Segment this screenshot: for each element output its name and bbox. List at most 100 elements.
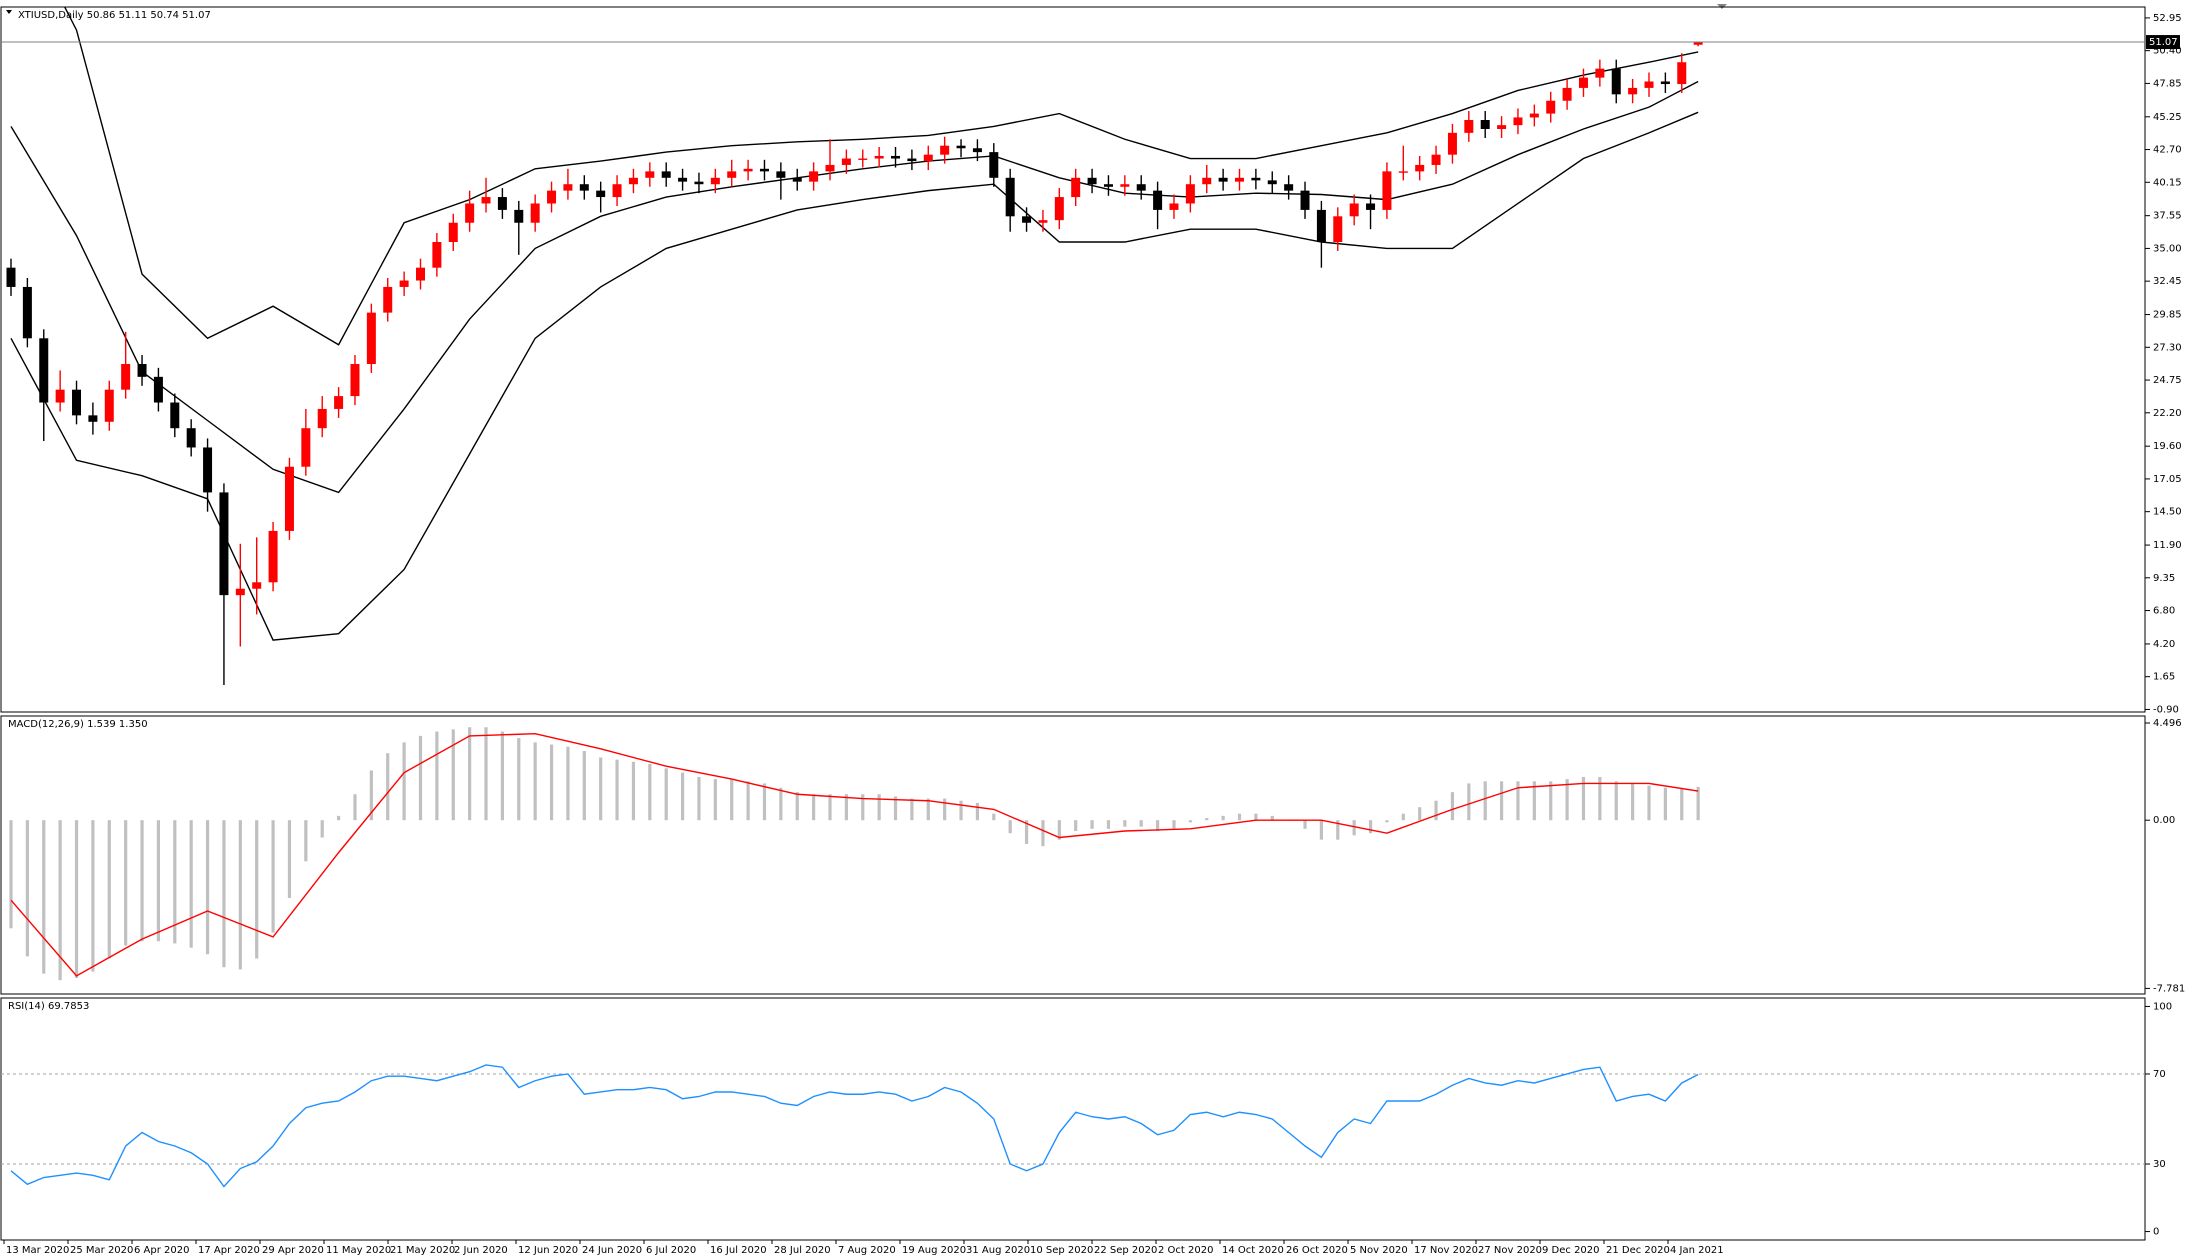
candle-body (1153, 190, 1163, 210)
x-tick-label: 17 Apr 2020 (198, 1245, 260, 1256)
macd-bar (877, 794, 881, 821)
x-tick-label: 29 Apr 2020 (262, 1245, 324, 1256)
candle-body (710, 177, 720, 185)
x-tick-label: 13 Mar 2020 (6, 1245, 69, 1256)
macd-bar (1205, 818, 1209, 821)
candle-body (1562, 87, 1572, 101)
menu-arrow[interactable] (6, 10, 12, 14)
panel-frame (0, 6, 2146, 713)
candle-body (940, 145, 950, 155)
candle-body (1136, 184, 1146, 191)
candle-body (547, 190, 557, 204)
macd-bar (893, 796, 898, 821)
candle-body (1071, 177, 1081, 198)
macd-bar (386, 753, 390, 821)
x-tick-label: 21 Dec 2020 (1606, 1245, 1670, 1256)
candle-body (1447, 132, 1457, 155)
candle-body (170, 402, 180, 429)
candle-body (1333, 216, 1343, 242)
macd-bar (91, 820, 95, 972)
macd-bar (140, 820, 144, 942)
macd-bar (959, 800, 963, 821)
macd-bar (631, 761, 636, 821)
x-tick-label: 14 Oct 2020 (1222, 1245, 1284, 1256)
macd-bar (1090, 820, 1094, 829)
macd-bar (713, 779, 717, 821)
candle-body (6, 267, 16, 287)
macd-bar (1024, 820, 1029, 844)
macd-bar (1319, 820, 1323, 840)
candle-body (1415, 164, 1425, 172)
y-tick-label: 1.65 (2153, 672, 2175, 683)
x-tick-label: 6 Jul 2020 (646, 1245, 696, 1256)
macd-bar (1237, 813, 1242, 821)
macd-bar (271, 820, 275, 933)
bollinger-lower (10, 111, 1699, 641)
macd-bar (1385, 820, 1389, 823)
candle-body (1529, 113, 1539, 118)
macd-bar (42, 820, 46, 974)
macd-bar (451, 729, 455, 821)
macd-bar (468, 727, 472, 821)
macd-bar (1483, 781, 1487, 821)
macd-bar (992, 813, 996, 821)
candle-body (743, 168, 753, 172)
candle-body (530, 203, 540, 223)
candle-body (1251, 177, 1261, 181)
x-tick-label: 24 Jun 2020 (582, 1245, 642, 1256)
macd-bar (1123, 820, 1127, 827)
macd-bar (1008, 820, 1012, 834)
macd-bar (304, 820, 308, 862)
x-tick-label: 2 Oct 2020 (1158, 1245, 1213, 1256)
macd-bar (124, 820, 128, 946)
macd-bar (1516, 781, 1520, 821)
candle-body (694, 181, 704, 185)
macd-bar (599, 757, 603, 821)
macd-bar (844, 794, 848, 821)
y-tick-label: 9.35 (2153, 573, 2175, 584)
y-tick-label: 14.50 (2153, 507, 2182, 518)
macd-bar (828, 794, 832, 821)
macd-bar (1450, 792, 1455, 821)
macd-bar (25, 820, 29, 957)
candle-body (907, 158, 917, 162)
macd-bar (1696, 786, 1700, 821)
macd-bar (255, 820, 259, 959)
macd-bar (1532, 781, 1536, 821)
y-tick-label: 42.70 (2153, 145, 2182, 156)
macd-bar (1418, 807, 1422, 821)
candle-body (1185, 184, 1195, 204)
candle-body (121, 363, 131, 390)
panel-title: MACD(12,26,9) 1.539 1.350 (8, 719, 148, 730)
candle-body (759, 168, 769, 172)
candle-body (1644, 81, 1654, 88)
y-tick-label: 27.30 (2153, 342, 2182, 353)
macd-bar (369, 770, 373, 821)
candle-body (1628, 87, 1638, 95)
x-tick-label: 9 Dec 2020 (1542, 1245, 1600, 1256)
macd-bar (435, 731, 439, 821)
candle-body (1202, 177, 1212, 185)
candle-body (1611, 68, 1621, 95)
macd-bar (173, 820, 177, 944)
x-tick-label: 7 Aug 2020 (838, 1245, 896, 1256)
y-tick-label: 22.20 (2153, 408, 2182, 419)
candle-body (1693, 42, 1703, 45)
macd-bar (566, 746, 570, 821)
y-tick-label: 24.75 (2153, 375, 2182, 386)
candle-body (284, 466, 294, 531)
macd-bar (107, 820, 111, 959)
x-tick-label: 4 Jan 2021 (1670, 1245, 1724, 1256)
macd-bar (1368, 820, 1373, 834)
macd-bar (484, 727, 488, 821)
x-tick-label: 11 May 2020 (326, 1245, 391, 1256)
bollinger-upper (63, 7, 1699, 346)
x-tick-label: 2 Jun 2020 (454, 1245, 508, 1256)
candle-body (628, 177, 638, 185)
y-tick-label: 19.60 (2153, 441, 2182, 452)
x-tick-label: 26 Oct 2020 (1286, 1245, 1348, 1256)
candle-body (1546, 100, 1556, 114)
y-tick-label: 29.85 (2153, 310, 2182, 321)
